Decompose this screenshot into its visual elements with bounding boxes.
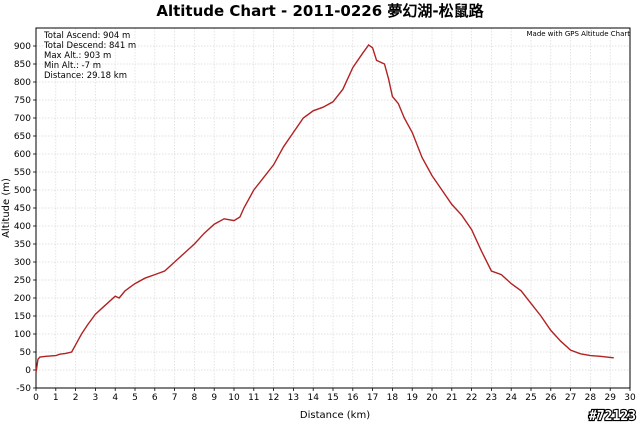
y-tick-label: 800 <box>14 78 31 88</box>
x-tick-label: 12 <box>268 393 279 403</box>
x-tick-label: 3 <box>93 393 99 403</box>
x-tick-label: 8 <box>192 393 198 403</box>
x-tick-label: 17 <box>367 393 378 403</box>
y-tick-label: 250 <box>14 276 31 286</box>
y-tick-label: 500 <box>14 186 31 196</box>
x-tick-label: 15 <box>327 393 338 403</box>
x-tick-label: 19 <box>406 393 418 403</box>
stats-box: Total Ascend: 904 m Total Descend: 841 m… <box>43 31 136 81</box>
x-tick-label: 27 <box>565 393 576 403</box>
y-tick-label: 600 <box>14 150 31 160</box>
y-axis-label: Altitude (m) <box>1 178 12 238</box>
y-tick-label: 300 <box>14 258 31 268</box>
x-tick-label: 29 <box>604 393 616 403</box>
y-tick-label: 750 <box>14 96 31 106</box>
x-tick-label: 22 <box>466 393 477 403</box>
x-tick-label: 26 <box>545 393 557 403</box>
y-tick-label: 400 <box>14 222 31 232</box>
x-axis-label: Distance (km) <box>300 410 370 421</box>
y-tick-label: 550 <box>14 168 31 178</box>
watermark-text: #72123 <box>589 409 636 423</box>
altitude-series-line <box>35 43 614 373</box>
x-tick-label: 2 <box>73 393 79 403</box>
stat-max-alt: Max Alt.: 903 m <box>44 51 111 61</box>
stat-total-ascend: Total Ascend: 904 m <box>43 31 130 41</box>
credit-text: Made with GPS Altitude Chart <box>526 30 630 38</box>
x-tick-label: 0 <box>33 393 39 403</box>
stat-total-descend: Total Descend: 841 m <box>43 41 136 51</box>
ticks: 0 1 2 3 4 5 6 7 8 9 10 11 12 13 14 15 16 17 18 19 20 21 22 23 24… <box>14 42 636 403</box>
x-tick-label: 18 <box>387 393 399 403</box>
x-tick-label: 6 <box>152 393 158 403</box>
x-tick-label: 14 <box>307 393 319 403</box>
y-tick-label: 450 <box>14 204 31 214</box>
x-tick-label: 25 <box>525 393 536 403</box>
grid <box>35 28 631 389</box>
x-tick-label: 23 <box>486 393 497 403</box>
y-tick-label: 100 <box>14 330 31 340</box>
x-tick-label: 24 <box>505 393 517 403</box>
stat-distance: Distance: 29.18 km <box>44 71 127 81</box>
x-tick-label: 30 <box>624 393 636 403</box>
chart-title: Altitude Chart - 2011-0226 夢幻湖-松鼠路 <box>156 2 484 20</box>
x-tick-label: 28 <box>585 393 597 403</box>
x-tick-label: 4 <box>112 393 118 403</box>
x-tick-label: 20 <box>426 393 438 403</box>
y-tick-label: 700 <box>14 114 31 124</box>
y-tick-label: 0 <box>25 366 31 376</box>
x-tick-label: 1 <box>53 393 59 403</box>
x-tick-label: 5 <box>132 393 138 403</box>
x-tick-label: 21 <box>446 393 457 403</box>
x-tick-label: 9 <box>211 393 217 403</box>
y-tick-label: 200 <box>14 294 31 304</box>
y-tick-label: 850 <box>14 60 31 70</box>
y-tick-label: 900 <box>14 42 31 52</box>
y-tick-label: 350 <box>14 240 31 250</box>
y-tick-label: 650 <box>14 132 31 142</box>
stat-min-alt: Min Alt.: -7 m <box>44 61 101 71</box>
x-tick-label: 7 <box>172 393 178 403</box>
x-tick-label: 16 <box>347 393 359 403</box>
x-tick-label: 10 <box>228 393 240 403</box>
y-tick-label: 50 <box>20 348 32 358</box>
x-tick-label: 13 <box>288 393 299 403</box>
y-tick-label: -50 <box>16 384 31 394</box>
y-tick-label: 150 <box>14 312 31 322</box>
x-tick-label: 11 <box>248 393 259 403</box>
